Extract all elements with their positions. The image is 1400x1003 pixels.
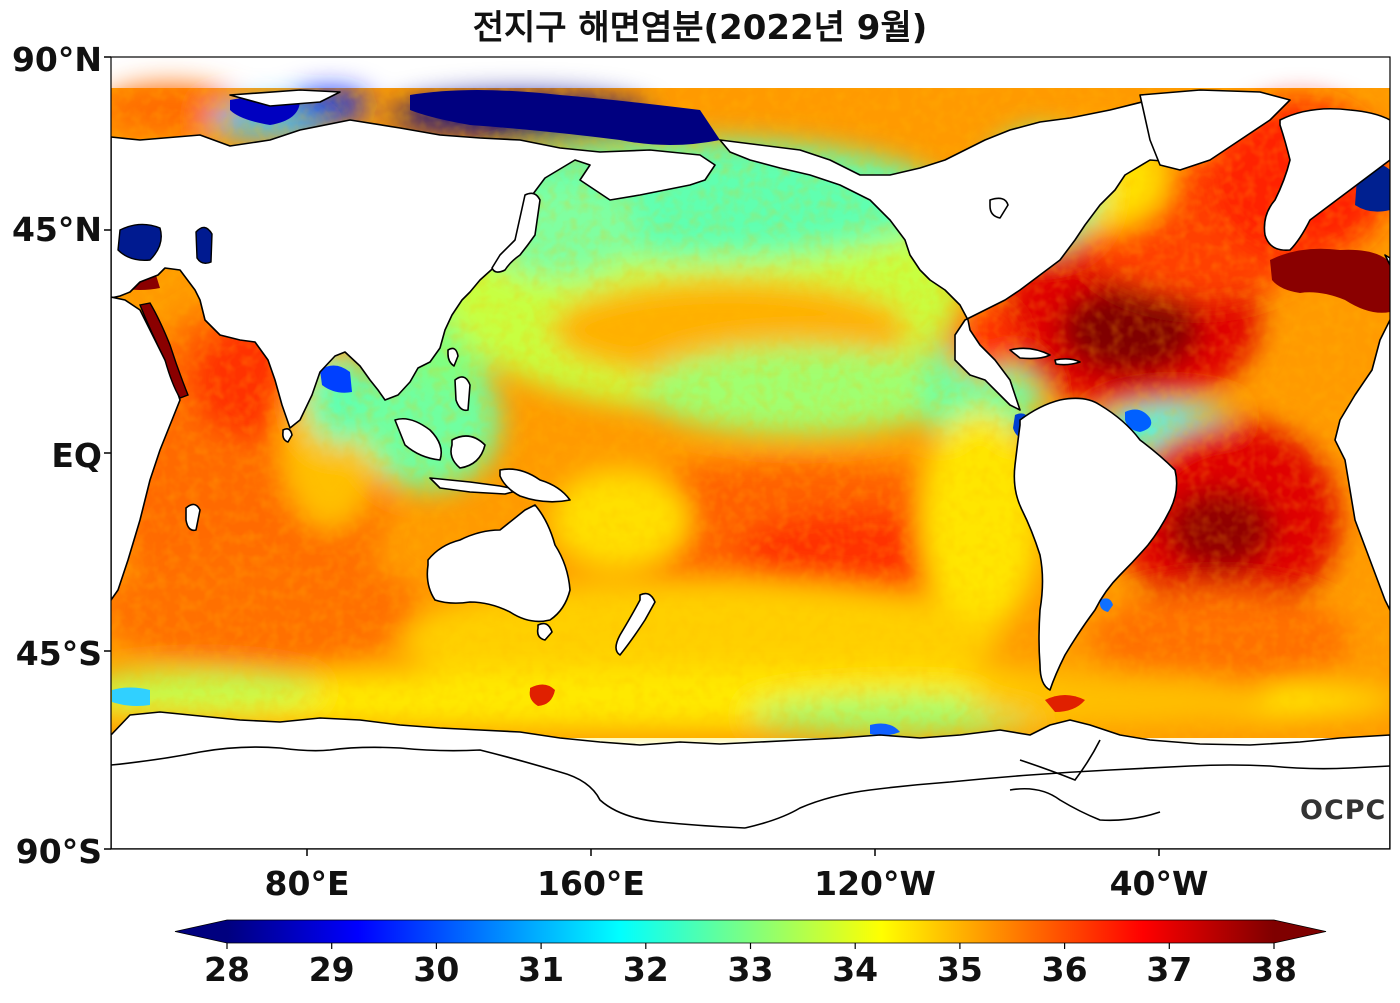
colorbar-tick-label: 28 [204, 950, 250, 989]
colorbar-tick-label: 30 [413, 950, 460, 989]
colorbar-low-arrow [175, 920, 227, 943]
antarctic-coastline [111, 739, 1390, 829]
ocean-field [111, 85, 1390, 849]
map-title: 전지구 해면염분(2022년 9월) [472, 8, 928, 48]
lon-label-120w: 120°W [814, 864, 936, 903]
colorbar-tick-label: 33 [727, 950, 774, 989]
lat-label-45s: 45°S [15, 634, 102, 673]
axis-ticks [104, 56, 1160, 856]
inland-seas [117, 223, 213, 399]
lat-label-90s: 90°S [15, 832, 102, 871]
colorbar-tick-label: 36 [1041, 950, 1088, 989]
colorbar-tick-label: 32 [622, 950, 669, 989]
lat-label-eq: EQ [51, 436, 102, 475]
colorbar-high-arrow [1274, 920, 1326, 943]
colorbar-tick-label: 37 [1146, 950, 1193, 989]
lon-label-80e: 80°E [264, 864, 350, 903]
colorbar-tick-label: 38 [1251, 950, 1297, 989]
colorbar-tick-label: 34 [832, 950, 879, 989]
colorbar-tick-label: 31 [518, 950, 565, 989]
land-masses [111, 89, 1390, 849]
colorbar-gradient [227, 920, 1274, 943]
lat-label-45n: 45°N [11, 210, 102, 249]
colorbar-tick-label: 29 [308, 950, 355, 989]
lon-label-160e: 160°E [537, 864, 645, 903]
lat-label-90n: 90°N [11, 40, 102, 79]
ocpc-logo: OCPC [1300, 795, 1387, 826]
lon-label-40w: 40°W [1109, 864, 1209, 903]
colorbar-tick-label: 35 [936, 950, 983, 989]
